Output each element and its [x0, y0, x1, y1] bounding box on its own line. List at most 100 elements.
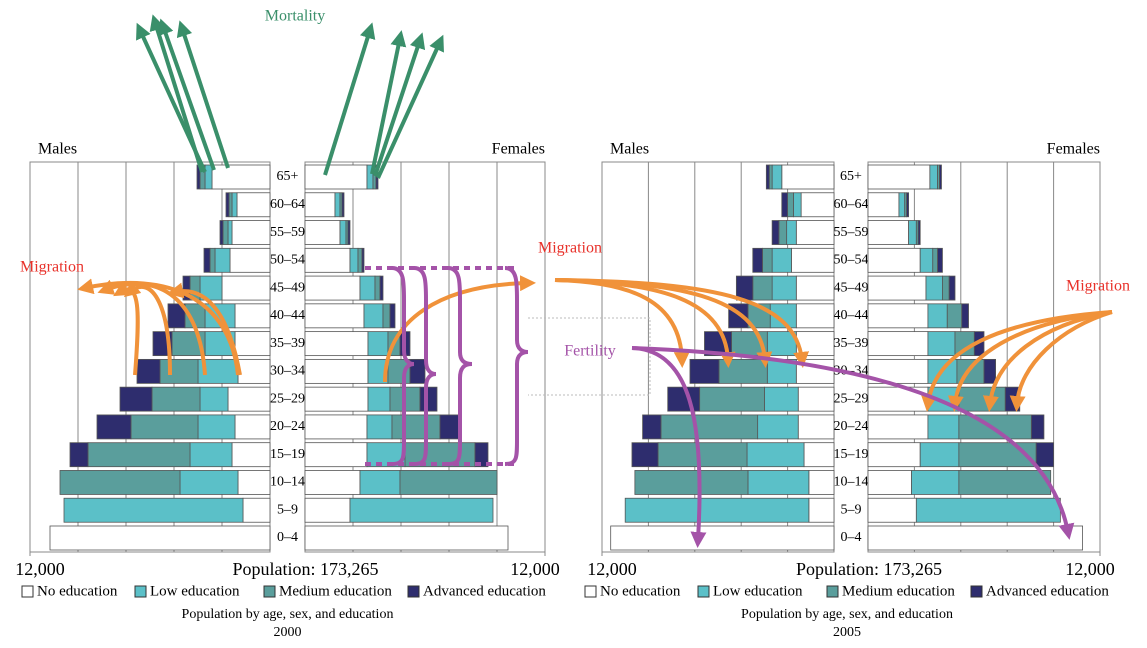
brace: [504, 266, 529, 466]
bar: [958, 414, 1032, 440]
bar: [718, 358, 768, 384]
bar: [667, 386, 701, 412]
bar: [130, 414, 199, 440]
bar: [771, 164, 783, 190]
bar: [349, 247, 359, 273]
bar: [231, 192, 238, 218]
age-label: 45–49: [834, 280, 869, 295]
bar: [932, 247, 938, 273]
age-label: 40–44: [270, 308, 305, 323]
bar: [793, 192, 802, 218]
arrow: [123, 280, 172, 376]
bar: [304, 331, 369, 357]
bar: [361, 247, 365, 273]
bar: [781, 192, 788, 218]
bar: [304, 470, 361, 495]
legend-swatch: [407, 585, 420, 598]
right-header: Females: [492, 141, 545, 158]
age-label: 25–29: [270, 391, 305, 406]
bar: [199, 386, 229, 412]
bar: [634, 470, 749, 495]
bar: [366, 414, 393, 440]
x-tick-label: 12,000: [510, 559, 560, 579]
bar: [382, 303, 391, 329]
arrow: [167, 282, 242, 376]
bar: [961, 303, 969, 329]
bar: [660, 414, 759, 440]
age-label: 55–59: [270, 225, 305, 240]
age-label: 20–24: [270, 419, 305, 434]
legend-swatch: [21, 585, 34, 598]
bar: [764, 386, 799, 412]
bar: [942, 275, 950, 301]
bar: [242, 497, 271, 523]
bar: [642, 414, 662, 440]
bar: [341, 192, 345, 218]
bar: [237, 358, 271, 384]
chart-subtitle: 2000: [274, 625, 302, 640]
bar: [59, 470, 181, 495]
bar: [757, 414, 799, 440]
legend-swatch: [826, 585, 839, 598]
bar: [49, 525, 271, 551]
bar: [919, 247, 934, 273]
bar: [69, 442, 89, 468]
bar: [136, 358, 161, 384]
bar: [159, 358, 199, 384]
age-label: 45–49: [270, 280, 305, 295]
bar: [689, 358, 720, 384]
legend-label: Low education: [713, 583, 803, 599]
bar: [795, 303, 835, 329]
arrow: [383, 275, 536, 383]
age-label: 0–4: [277, 530, 298, 545]
bar: [304, 164, 368, 190]
bar: [867, 331, 929, 357]
bar: [179, 470, 239, 495]
arrow: [158, 18, 216, 171]
age-label: 5–9: [277, 502, 298, 517]
bar: [898, 192, 906, 218]
age-label: 65+: [840, 169, 862, 184]
bar: [349, 497, 494, 523]
age-label: 60–64: [270, 197, 305, 212]
arrow: [554, 278, 810, 368]
bar: [229, 247, 271, 273]
age-label: 20–24: [834, 419, 869, 434]
bar: [800, 192, 835, 218]
bar: [927, 331, 956, 357]
bar: [399, 470, 498, 495]
bar: [209, 247, 216, 273]
bar: [359, 470, 401, 495]
bar: [374, 275, 381, 301]
bar: [304, 303, 365, 329]
bar: [752, 275, 773, 301]
bar: [367, 331, 389, 357]
bar: [234, 331, 271, 357]
bar: [762, 247, 773, 273]
legend-swatch: [134, 585, 147, 598]
bar: [359, 275, 376, 301]
age-label: 10–14: [270, 475, 305, 490]
bar: [781, 164, 835, 190]
bar: [908, 220, 917, 245]
arrow: [113, 281, 140, 376]
left-header: Males: [610, 141, 649, 158]
bar: [925, 275, 943, 301]
x-tick-label: 12,000: [1065, 559, 1115, 579]
bar: [948, 275, 956, 301]
bar: [771, 220, 780, 245]
bar: [797, 386, 835, 412]
annotation: Migration: [538, 240, 602, 257]
pyramid: Males Females 65+ 60–64 55–59 50–54 45–49 40–44…: [584, 141, 1115, 640]
bar: [939, 164, 942, 190]
bar: [867, 497, 917, 523]
bar: [203, 247, 211, 273]
bar: [937, 247, 943, 273]
brace: [413, 266, 437, 466]
arrow: [323, 22, 376, 176]
age-label: 5–9: [841, 502, 862, 517]
age-label: 35–39: [834, 336, 869, 351]
bar: [227, 220, 233, 245]
legend-swatch: [697, 585, 710, 598]
migration-arrows: [77, 275, 1113, 412]
